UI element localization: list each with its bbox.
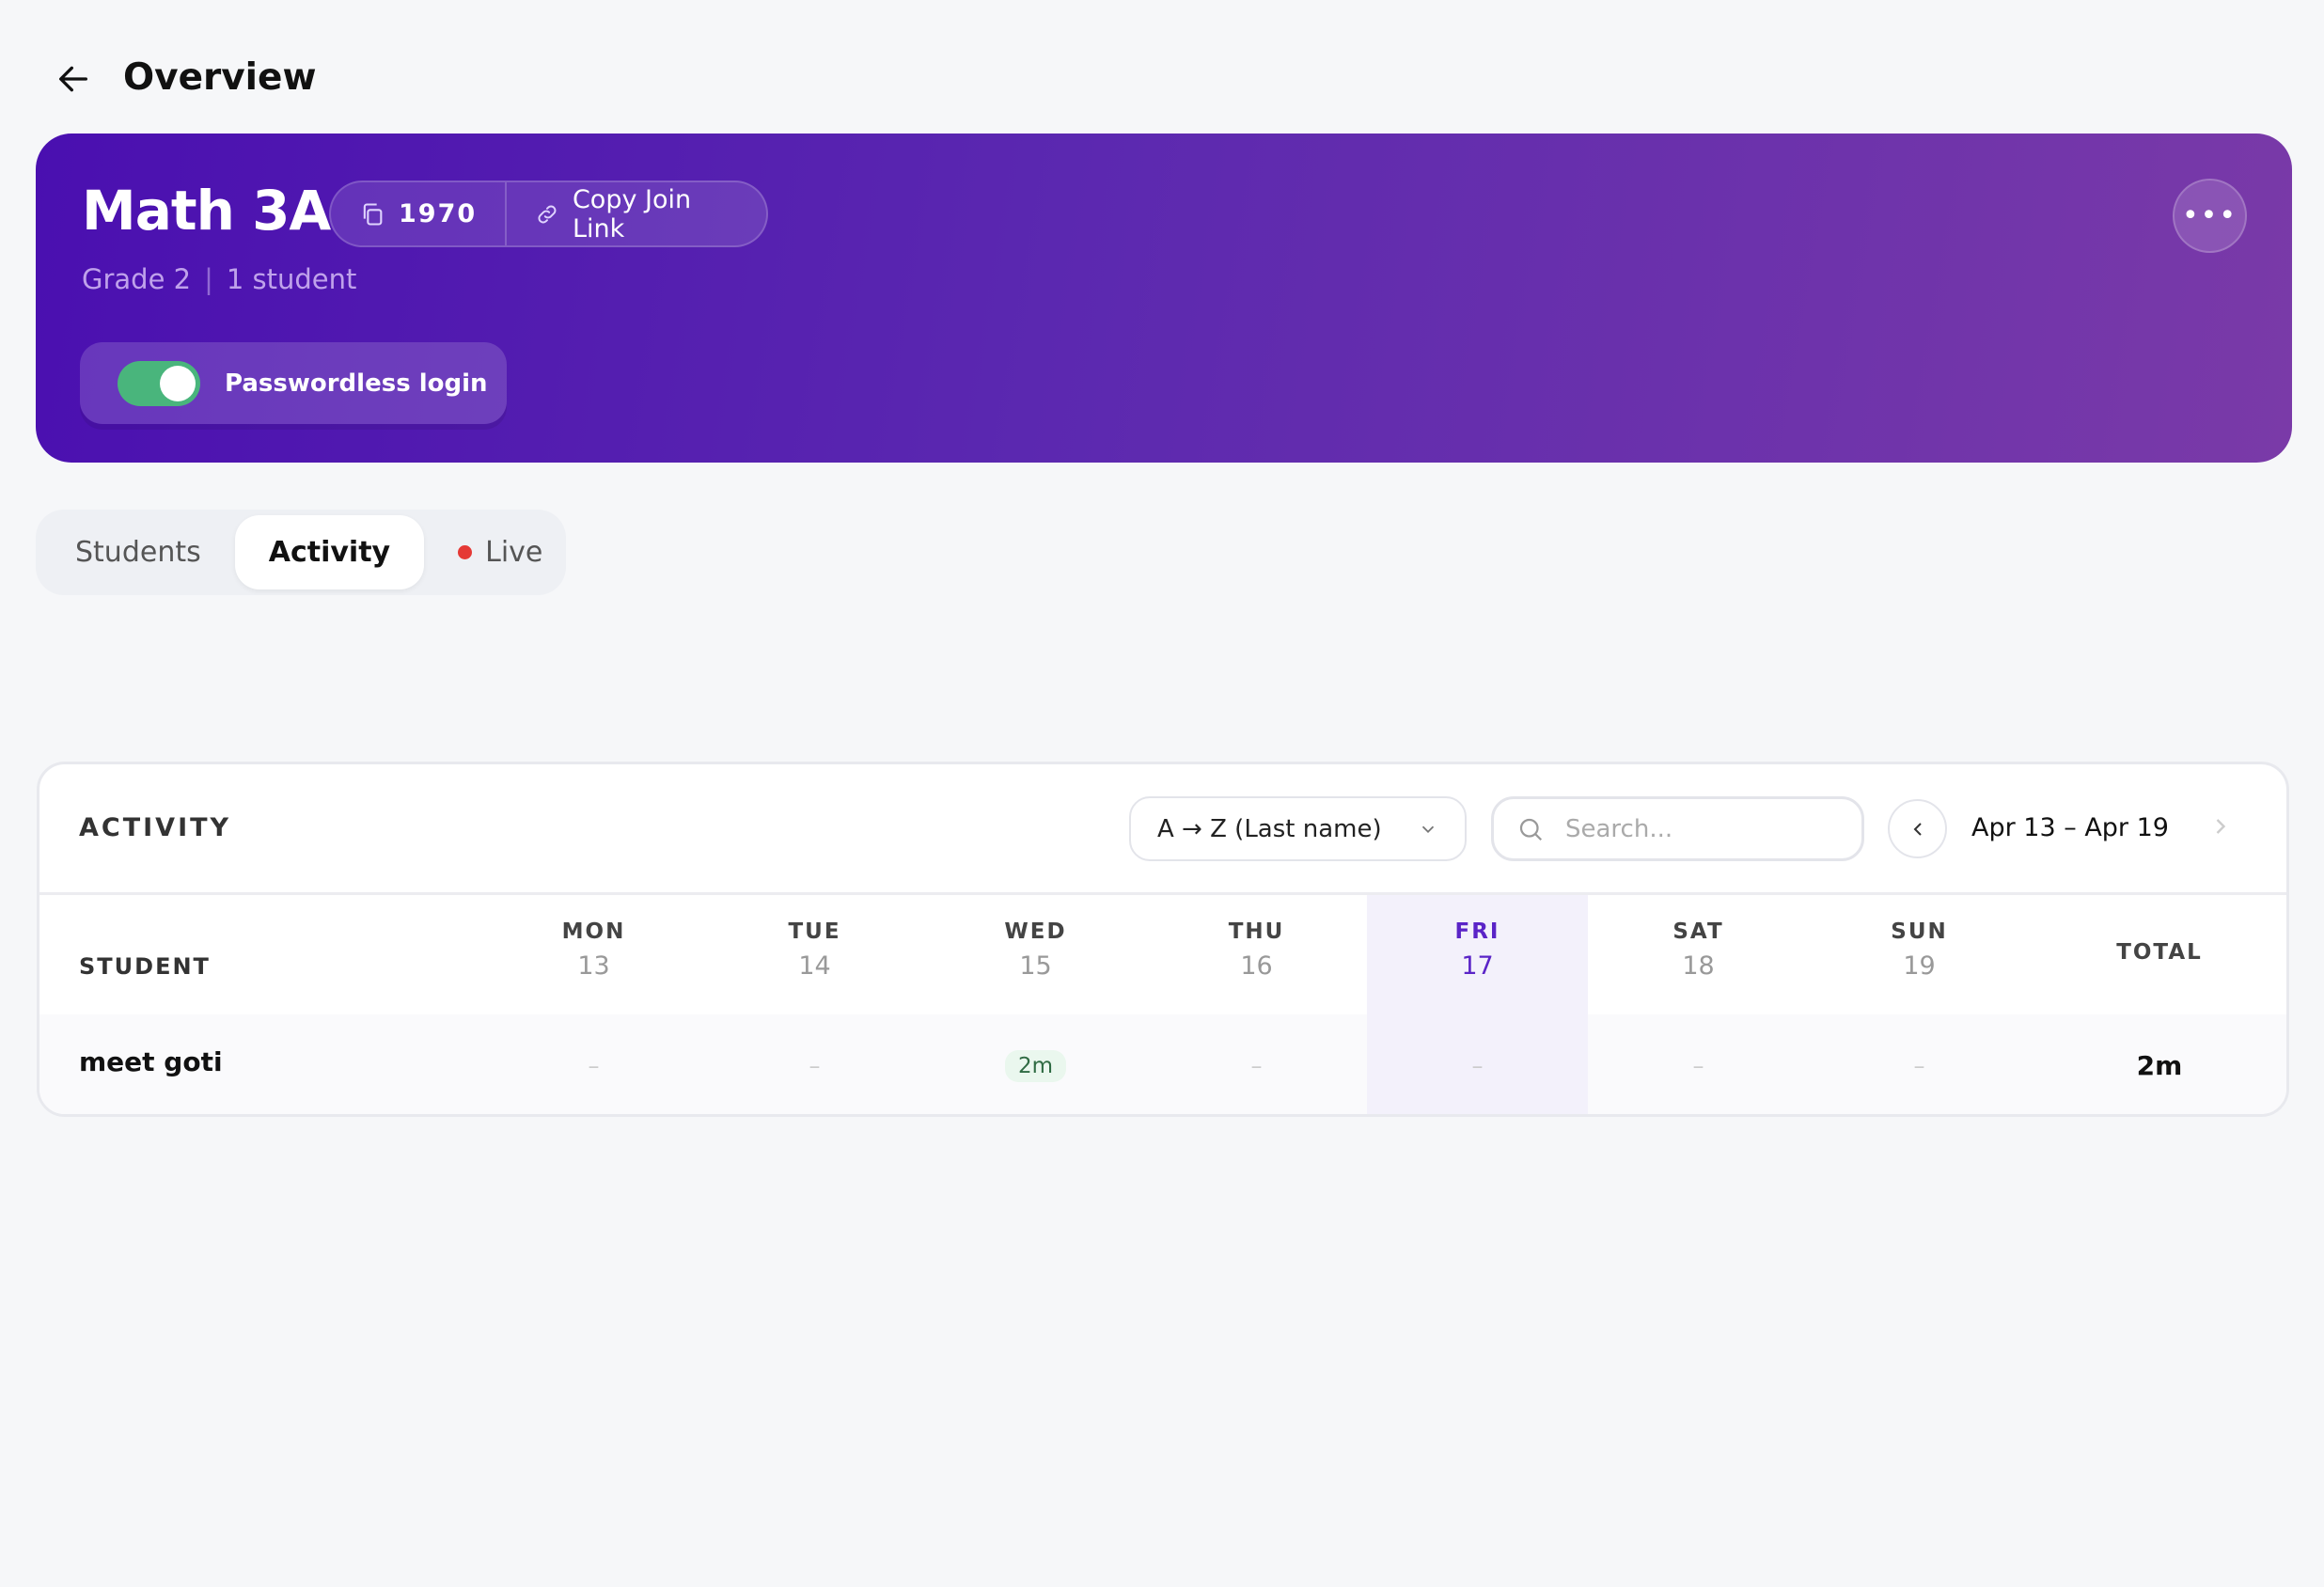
date-range: Apr 13 – Apr 19 [1971,813,2169,842]
activity-value: – [588,1052,600,1079]
day-column-tue: TUE 14 – [704,895,925,1114]
tab-label: Students [75,536,201,569]
class-code: 1970 [399,199,478,228]
class-banner: Math 3A 1970 Copy Join Link Grade 2 | 1 st… [36,134,2292,463]
search-icon [1519,818,1543,841]
student-column-header: STUDENT [79,953,211,980]
chevron-left-icon [1913,822,1922,836]
page-title: Overview [123,56,317,99]
day-column-mon: MON 13 – [483,895,704,1114]
tab-live[interactable]: Live [424,515,576,589]
activity-cell: – [1367,1014,1588,1114]
day-number: 17 [1461,951,1494,981]
day-column-wed: WED 15 2m [925,895,1146,1114]
day-name: THU [1228,919,1285,944]
activity-value: 2m [1004,1049,1067,1082]
activity-cell: – [483,1014,704,1114]
live-dot-icon [458,545,473,559]
copy-icon [363,202,383,226]
search-box [1491,796,1864,861]
day-name: MON [561,919,626,944]
day-number: 16 [1240,951,1273,981]
card-title: ACTIVITY [79,813,232,842]
total-header: TOTAL [2116,940,2203,965]
copy-join-link-button[interactable]: Copy Join Link [507,182,766,245]
tab-bar: Students Activity Live [36,510,566,595]
activity-cell: – [1146,1014,1367,1114]
card-header: ACTIVITY A → Z (Last name) Apr 13 – Apr … [39,764,2286,895]
day-name: WED [1004,919,1067,944]
table-row [39,1014,2286,1114]
activity-cell: – [704,1014,925,1114]
sort-value: A → Z (Last name) [1157,814,1382,843]
link-icon [538,205,557,223]
tab-activity[interactable]: Activity [234,515,425,589]
activity-cell: – [1588,1014,1809,1114]
activity-cell: – [1809,1014,2030,1114]
day-column-thu: THU 16 – [1146,895,1367,1114]
student-count: 1 student [226,263,357,295]
more-options-button[interactable]: ••• [2173,179,2247,253]
day-number: 19 [1903,951,1936,981]
day-column-sun: SUN 19 – [1809,895,2030,1114]
day-number: 18 [1682,951,1715,981]
day-column-fri: FRI 17 – [1367,895,1588,1114]
day-number: 13 [577,951,610,981]
class-code-pill: 1970 Copy Join Link [329,181,768,247]
grade: Grade 2 [82,263,192,295]
day-column-sat: SAT 18 – [1588,895,1809,1114]
day-name: SUN [1891,919,1948,944]
day-name: FRI [1454,919,1500,944]
copy-code-button[interactable]: 1970 [331,182,505,245]
toggle-switch[interactable] [118,360,200,406]
activity-value: – [1692,1052,1704,1079]
total-value: 2m [2136,1050,2183,1081]
passwordless-login-toggle[interactable]: Passwordless login [80,342,507,424]
class-name: Math 3A [82,179,331,243]
day-name: SAT [1672,919,1724,944]
passwordless-label: Passwordless login [225,369,488,398]
class-meta: Grade 2 | 1 student [82,263,356,295]
day-number: 14 [798,951,831,981]
activity-value: – [809,1052,821,1079]
tab-students[interactable]: Students [41,515,235,589]
chevron-right-icon[interactable] [2207,813,2234,840]
activity-value: – [1913,1052,1925,1079]
student-name[interactable]: meet goti [79,1046,223,1077]
sort-dropdown[interactable]: A → Z (Last name) [1129,796,1467,861]
separator: | [204,263,213,295]
day-name: TUE [788,919,841,944]
tab-label: Live [485,536,543,569]
activity-cell: 2m [925,1014,1146,1114]
more-icon: ••• [2181,199,2238,232]
chevron-down-icon [1421,825,1435,833]
back-arrow-icon[interactable] [55,60,92,98]
activity-value: – [1250,1052,1263,1079]
total-column: TOTAL 2m [2027,895,2286,1114]
divider [505,182,508,245]
previous-week-button[interactable] [1888,799,1947,858]
activity-card: ACTIVITY A → Z (Last name) Apr 13 – Apr … [37,762,2289,1117]
activity-value: – [1471,1052,1484,1079]
search-input[interactable] [1565,814,1829,843]
day-number: 15 [1019,951,1052,981]
tab-label: Activity [268,536,391,569]
copy-join-link-label: Copy Join Link [572,184,692,244]
